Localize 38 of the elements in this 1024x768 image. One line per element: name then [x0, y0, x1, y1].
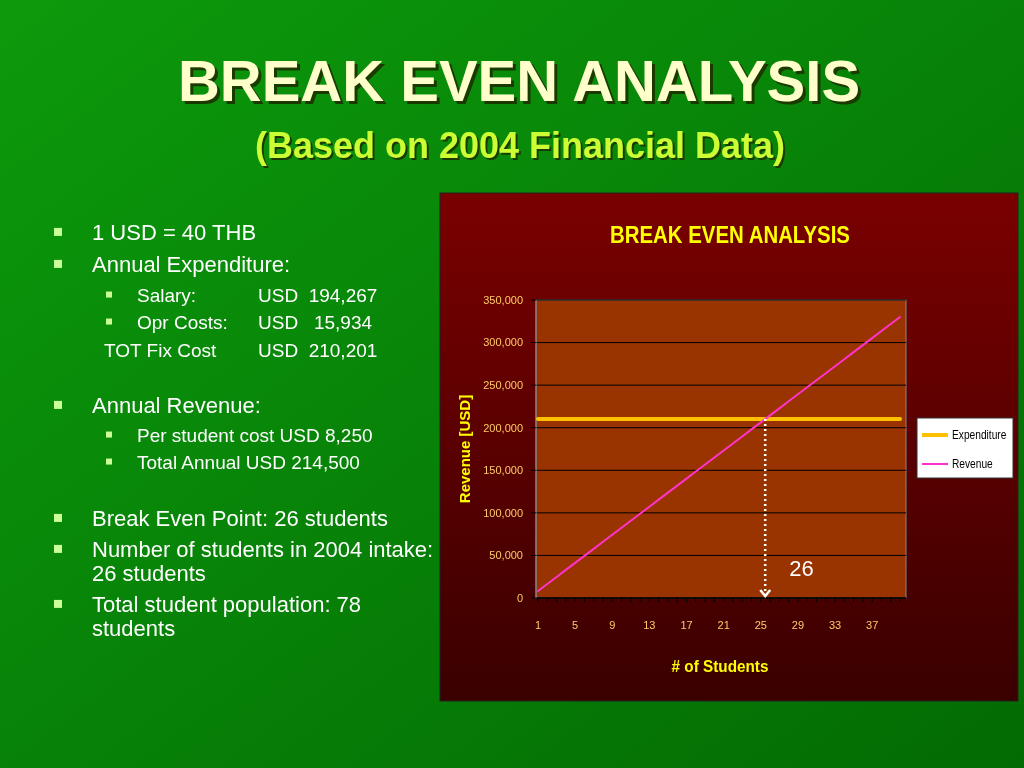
y-tick-label: 100,000: [483, 506, 523, 519]
text: 1 USD = 40 THB: [92, 220, 257, 245]
y-axis-title: Revenue [USD]: [456, 394, 473, 504]
chart-title: BREAK EVEN ANALYSIS: [180, 51, 864, 116]
text: BREAK EVEN ANALYSIS: [610, 221, 850, 249]
text: Number of students in 2004 intake: 26 students: [92, 537, 434, 587]
x-tick-label: 21: [717, 619, 730, 631]
text: Break Even Point: 26 students: [92, 506, 388, 531]
x-tick-label: 37: [866, 619, 879, 631]
chart-subtitle: (Based on 2004 Financial Data): [256, 127, 788, 168]
text: Total student population: 78 students: [92, 592, 362, 642]
x-tick-label: 33: [828, 619, 842, 631]
x-tick-label: 29: [791, 619, 805, 631]
legend-label: Expenditure: [952, 428, 1007, 442]
text: Annual Revenue:: [92, 393, 261, 418]
text: Annual Expenditure:: [92, 252, 291, 277]
annotation: 26: [789, 556, 814, 581]
y-tick-label: 350,000: [483, 293, 523, 306]
text: Opr Costs: USD 15,934: [137, 312, 373, 333]
text: Per student cost USD 8,250: [137, 425, 373, 446]
legend-label: Revenue: [952, 457, 993, 471]
x-tick-label: 17: [680, 619, 693, 631]
x-tick-label: 1: [534, 619, 542, 631]
x-tick-label: 13: [643, 619, 656, 631]
y-tick-label: 250,000: [483, 378, 523, 391]
x-axis-title: # of Students: [671, 656, 769, 676]
y-tick-label: 50,000: [489, 549, 523, 562]
x-tick-label: 5: [572, 619, 579, 631]
x-tick-label: 25: [754, 619, 767, 631]
y-tick-label: 200,000: [483, 421, 523, 434]
text: Total Annual USD 214,500: [137, 452, 360, 473]
text: TOT Fix Cost USD 210,201: [104, 340, 378, 361]
line-series: [537, 316, 901, 592]
y-tick-label: 150,000: [483, 464, 523, 477]
y-tick-label: 0: [516, 591, 523, 604]
text: Salary: USD 194,267: [137, 285, 378, 306]
y-tick-label: 300,000: [483, 336, 523, 349]
x-tick-label: 9: [609, 619, 616, 631]
